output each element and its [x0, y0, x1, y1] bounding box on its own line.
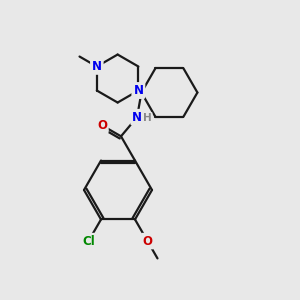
Text: N: N: [134, 84, 143, 97]
Text: O: O: [97, 119, 107, 132]
Text: N: N: [132, 111, 142, 124]
Text: O: O: [142, 235, 152, 248]
Text: Cl: Cl: [82, 235, 95, 248]
Text: N: N: [92, 60, 102, 73]
Text: H: H: [143, 113, 152, 123]
Text: N: N: [134, 84, 143, 97]
